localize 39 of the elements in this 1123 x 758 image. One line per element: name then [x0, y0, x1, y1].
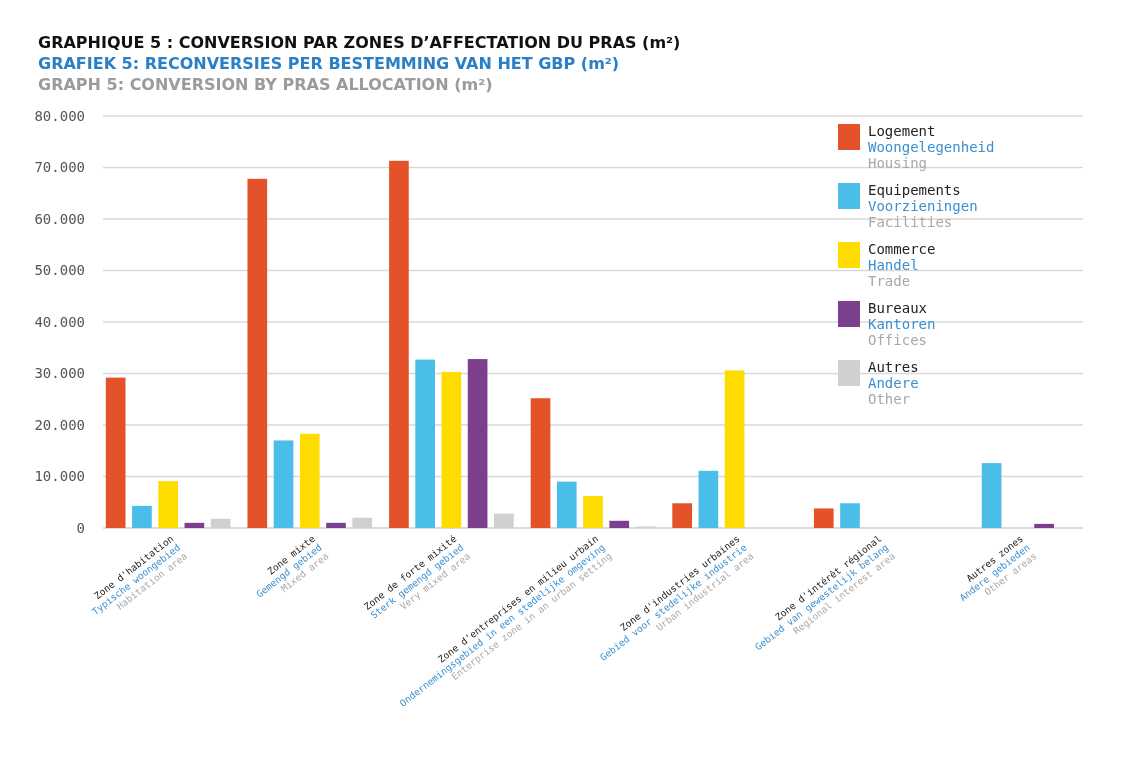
bar [299, 433, 320, 528]
bar [609, 520, 630, 528]
y-tick-label: 10.000 [34, 468, 85, 485]
bar [672, 503, 692, 528]
bar [184, 522, 205, 528]
bar [105, 377, 126, 528]
bar [441, 371, 462, 528]
legend-label: Autres Andere Other [868, 359, 919, 407]
bar [840, 503, 860, 528]
bar [530, 398, 551, 528]
y-tick-label: 0 [76, 519, 85, 536]
bar [724, 370, 745, 528]
legend-label: Equipements Voorzieningen Facilities [868, 182, 978, 230]
y-tick-label: 30.000 [34, 365, 85, 382]
chart-subtitle: GRAFIEK 5: RECONVERSIES PER BESTEMMING VAN HET GBP (m²) GRAPH 5: CONVERSION BY PRAS ALLOCATION (m²) [38, 54, 620, 94]
legend-label: Logement Woongelegenheid Housing [868, 123, 995, 171]
bar [132, 505, 152, 528]
legend-label: Bureaux Kantoren Offices [868, 300, 936, 348]
y-tick-label: 80.000 [34, 107, 85, 124]
bar [273, 440, 294, 528]
y-tick-label: 40.000 [34, 313, 85, 330]
bar [981, 463, 1002, 528]
bar [698, 470, 719, 528]
y-tick-label: 60.000 [34, 210, 85, 227]
bar [389, 160, 409, 528]
chart-title: GRAPHIQUE 5 : CONVERSION PAR ZONES D’AFFECTATION DU PRAS (m²) [38, 33, 681, 52]
bar [1034, 523, 1054, 528]
y-tick-label: 50.000 [34, 262, 85, 279]
bar [158, 481, 178, 528]
bar [556, 481, 577, 528]
bar [467, 359, 488, 528]
y-tick-label: 20.000 [34, 416, 85, 433]
bar [247, 178, 268, 528]
y-tick-label: 70.000 [34, 159, 85, 176]
bar [813, 508, 834, 528]
legend-label: Commerce Handel Trade [868, 241, 936, 289]
bar [326, 522, 346, 528]
bar [583, 496, 603, 528]
bar [415, 359, 435, 528]
